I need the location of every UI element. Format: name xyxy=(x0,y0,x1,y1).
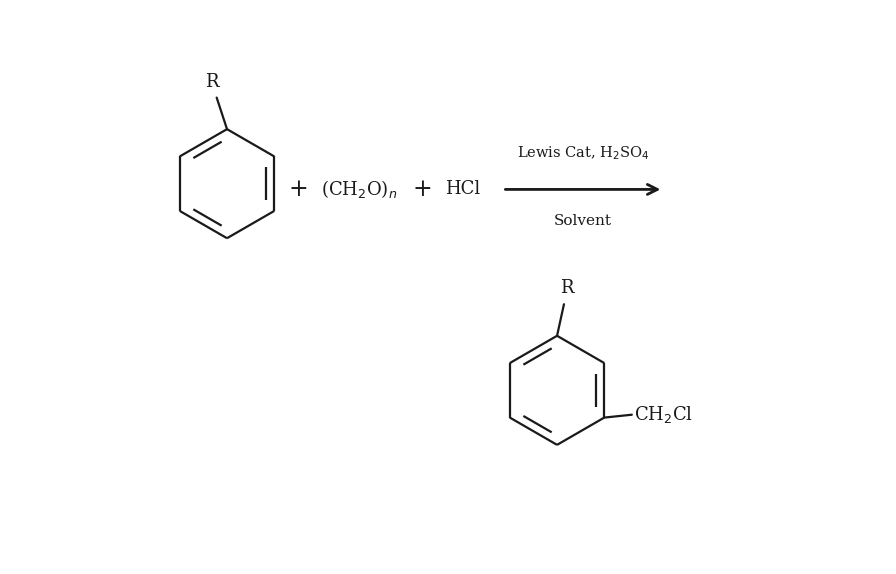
Text: +: + xyxy=(412,178,432,201)
Text: +: + xyxy=(289,178,308,201)
Text: R: R xyxy=(560,280,573,297)
Text: HCl: HCl xyxy=(444,180,480,199)
Text: R: R xyxy=(205,73,219,91)
Text: Lewis Cat, H$_2$SO$_4$: Lewis Cat, H$_2$SO$_4$ xyxy=(516,144,650,162)
Text: (CH$_2$O)$_n$: (CH$_2$O)$_n$ xyxy=(321,179,397,200)
Text: CH$_2$Cl: CH$_2$Cl xyxy=(633,404,693,425)
Text: Solvent: Solvent xyxy=(554,214,612,227)
